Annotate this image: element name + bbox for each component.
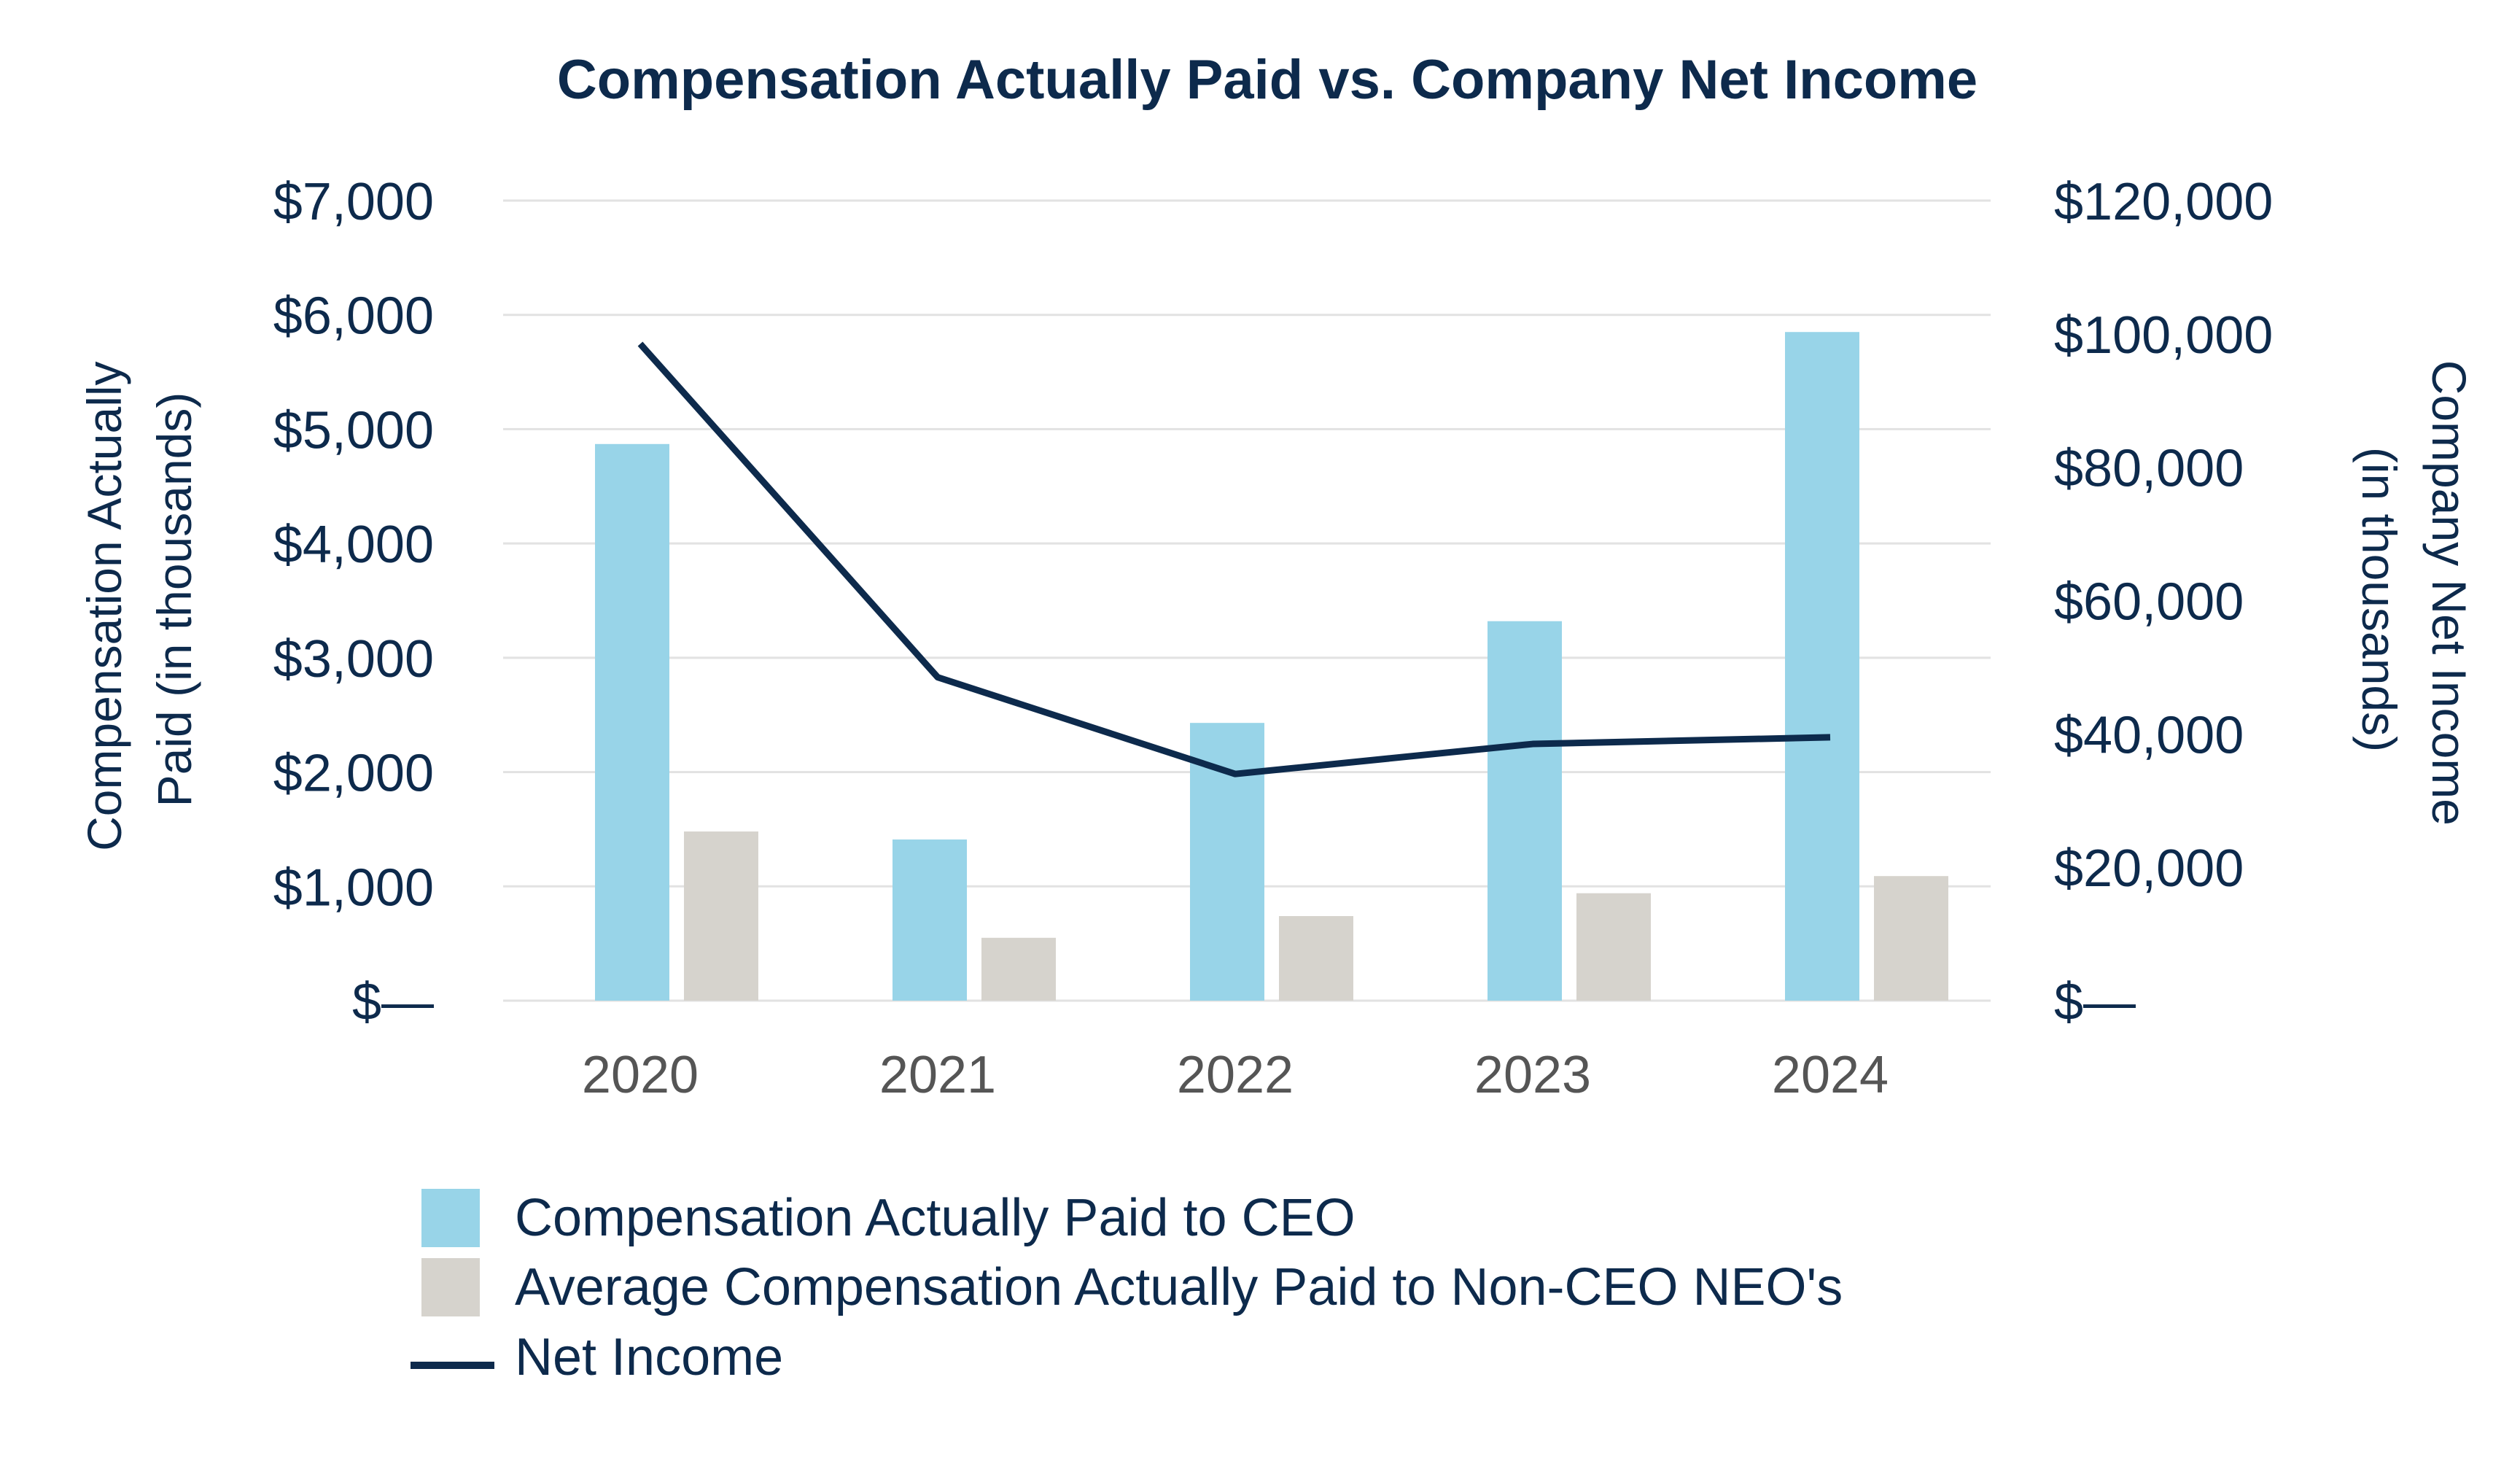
right-tick-label: $120,000	[2054, 173, 2273, 231]
right-tick-label: $—	[2054, 973, 2136, 1031]
left-axis-label-line-1: Compensation Actually	[77, 361, 131, 850]
bar-neo	[981, 937, 1056, 1001]
bar-ceo	[1488, 621, 1562, 1001]
left-tick-label: $2,000	[273, 745, 434, 803]
right-tick-label: $100,000	[2054, 306, 2273, 365]
right-tick-label: $40,000	[2054, 706, 2244, 764]
legend-label-ceo: Compensation Actually Paid to CEO	[515, 1189, 1356, 1247]
x-tick-label: 2022	[1177, 1046, 1294, 1104]
left-tick-label: $—	[352, 973, 434, 1031]
x-axis: 2020 2021 2022 2023 2024	[582, 1046, 1889, 1104]
x-tick-label: 2021	[879, 1046, 996, 1104]
right-axis-label-line-2: (in thousands)	[2352, 447, 2406, 752]
legend-swatch-ceo	[421, 1189, 480, 1247]
bar-ceo	[892, 839, 967, 1001]
net-income-line-layer	[637, 341, 1831, 777]
bar-ceo	[1785, 332, 1859, 1001]
left-tick-label: $4,000	[273, 516, 434, 574]
left-axis-label: Compensation Actually Paid (in thousands…	[77, 348, 201, 851]
right-axis-label-line-1: Company Net Income	[2422, 360, 2476, 826]
left-tick-label: $5,000	[273, 401, 434, 459]
bar-ceo	[595, 443, 669, 1001]
left-tick-label: $7,000	[273, 173, 434, 231]
left-y-axis: $— $1,000 $2,000 $3,000 $4,000 $5,000 $6,000 $7…	[273, 173, 434, 1031]
x-tick-label: 2020	[582, 1046, 699, 1104]
bar-neo	[1576, 893, 1651, 1001]
right-tick-label: $60,000	[2054, 573, 2244, 632]
legend-swatch-neo	[421, 1258, 480, 1316]
chart-title: Compensation Actually Paid vs. Company N…	[557, 49, 1978, 111]
left-tick-label: $3,000	[273, 630, 434, 688]
right-axis-label: Company Net Income (in thousands)	[2352, 360, 2476, 839]
bar-neo	[1279, 916, 1353, 1001]
left-tick-label: $6,000	[273, 287, 434, 346]
x-tick-label: 2023	[1474, 1046, 1591, 1104]
left-tick-label: $1,000	[273, 858, 434, 917]
left-axis-label-line-2: Paid (in thousands)	[147, 392, 201, 807]
right-tick-label: $20,000	[2054, 839, 2244, 898]
legend: Compensation Actually Paid to CEO Averag…	[411, 1189, 1843, 1386]
x-tick-label: 2024	[1772, 1046, 1889, 1104]
net-income-line	[637, 341, 1831, 777]
right-tick-label: $80,000	[2054, 440, 2244, 498]
right-y-axis: $— $20,000 $40,000 $60,000 $80,000 $100,000 $1…	[2054, 173, 2273, 1031]
bar-neo	[1874, 876, 1948, 1001]
legend-label-net-income: Net Income	[515, 1328, 783, 1386]
legend-label-neo: Average Compensation Actually Paid to No…	[515, 1258, 1843, 1316]
bar-neo	[684, 831, 758, 1001]
bars	[595, 332, 1948, 1001]
